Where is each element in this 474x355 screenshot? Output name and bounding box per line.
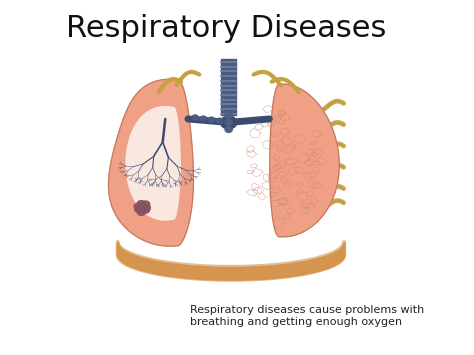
Circle shape <box>134 203 142 209</box>
Circle shape <box>225 127 232 132</box>
Circle shape <box>135 206 143 213</box>
Circle shape <box>142 201 150 207</box>
Polygon shape <box>221 59 236 115</box>
Text: Respiratory Diseases: Respiratory Diseases <box>66 14 387 43</box>
Text: Respiratory diseases cause problems with
breathing and getting enough oxygen: Respiratory diseases cause problems with… <box>190 305 424 327</box>
Circle shape <box>225 120 232 125</box>
Circle shape <box>208 117 215 122</box>
Circle shape <box>138 204 147 211</box>
Polygon shape <box>270 84 339 237</box>
Circle shape <box>142 204 150 211</box>
Polygon shape <box>109 79 193 246</box>
Circle shape <box>217 118 223 123</box>
Circle shape <box>137 201 146 207</box>
Circle shape <box>141 207 150 213</box>
Circle shape <box>192 115 198 120</box>
Circle shape <box>220 116 237 129</box>
Circle shape <box>200 116 207 121</box>
Circle shape <box>225 113 232 118</box>
Circle shape <box>137 209 146 215</box>
Polygon shape <box>126 106 180 220</box>
